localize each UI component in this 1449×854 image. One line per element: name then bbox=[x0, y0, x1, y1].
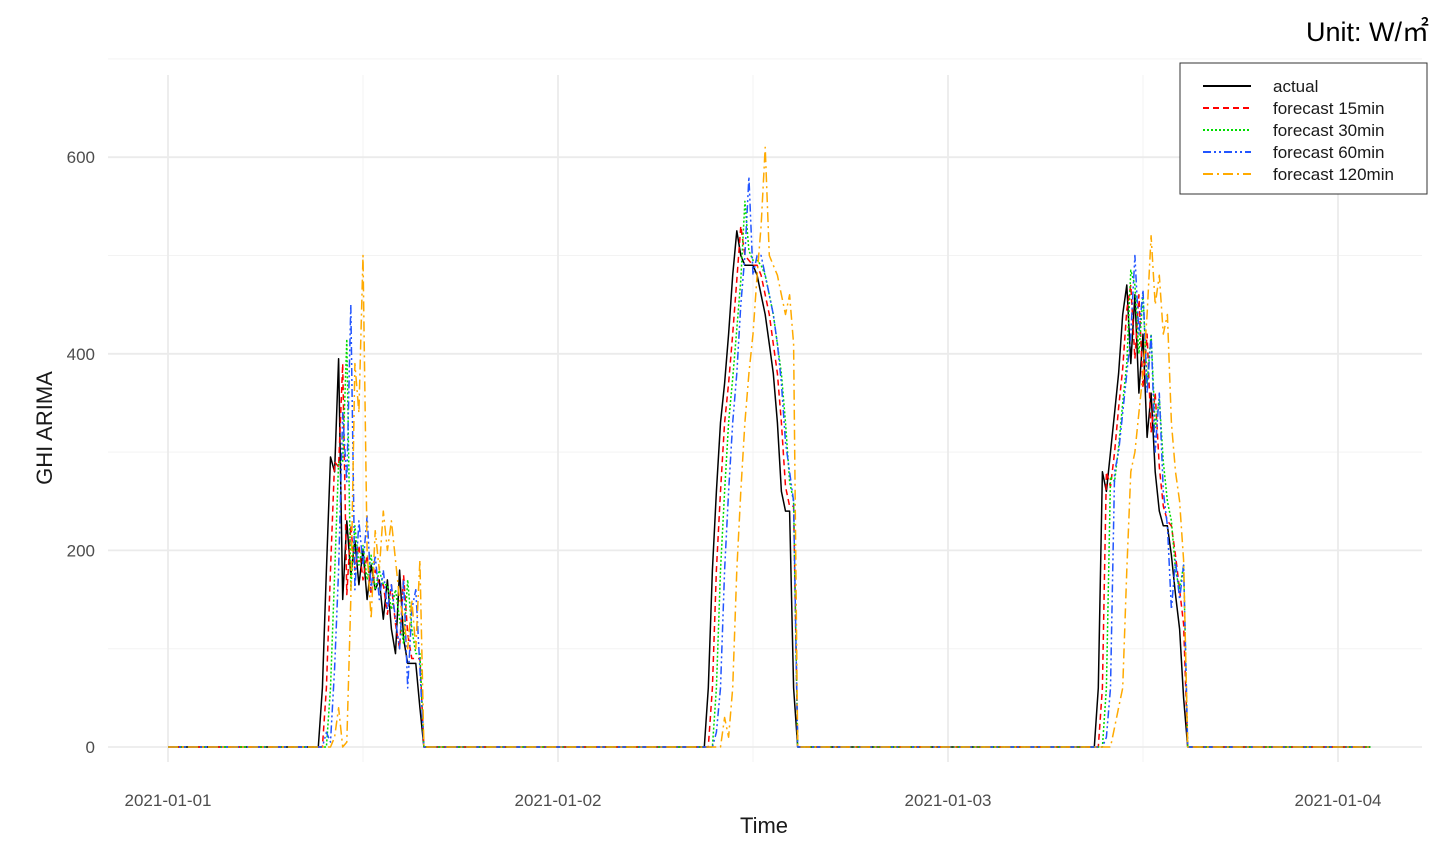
legend-box bbox=[1179, 62, 1428, 195]
x-tick-label: 2021-01-02 bbox=[515, 791, 602, 810]
y-tick-label: 600 bbox=[67, 148, 95, 167]
x-axis-title: Time bbox=[740, 813, 788, 838]
y-axis-ticks: 0 200 400 600 bbox=[67, 148, 95, 757]
y-tick-label: 0 bbox=[86, 738, 95, 757]
legend-label: forecast 60min bbox=[1273, 143, 1385, 162]
series-line-forecast-120min bbox=[168, 146, 1371, 748]
series-line-forecast-60min bbox=[168, 176, 1371, 748]
series-lines bbox=[168, 146, 1371, 748]
x-tick-label: 2021-01-03 bbox=[905, 791, 992, 810]
legend-label: forecast 120min bbox=[1273, 165, 1394, 184]
x-axis-ticks: 2021-01-01 2021-01-02 2021-01-03 2021-01-04 bbox=[125, 791, 1382, 810]
legend-label: forecast 15min bbox=[1273, 99, 1385, 118]
y-tick-label: 400 bbox=[67, 345, 95, 364]
y-axis-title: GHI ARIMA bbox=[32, 371, 57, 485]
x-tick-label: 2021-01-01 bbox=[125, 791, 212, 810]
series-line-actual bbox=[168, 230, 1371, 748]
legend: actual forecast 15min forecast 30min foreca… bbox=[1179, 62, 1428, 195]
legend-label: actual bbox=[1273, 77, 1318, 96]
x-tick-label: 2021-01-04 bbox=[1295, 791, 1382, 810]
y-tick-label: 200 bbox=[67, 541, 95, 560]
legend-label: forecast 30min bbox=[1273, 121, 1385, 140]
unit-label: Unit: W/㎡ bbox=[1305, 17, 1429, 47]
